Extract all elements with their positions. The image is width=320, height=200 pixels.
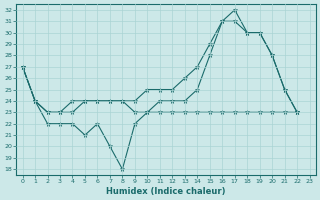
X-axis label: Humidex (Indice chaleur): Humidex (Indice chaleur) bbox=[106, 187, 226, 196]
